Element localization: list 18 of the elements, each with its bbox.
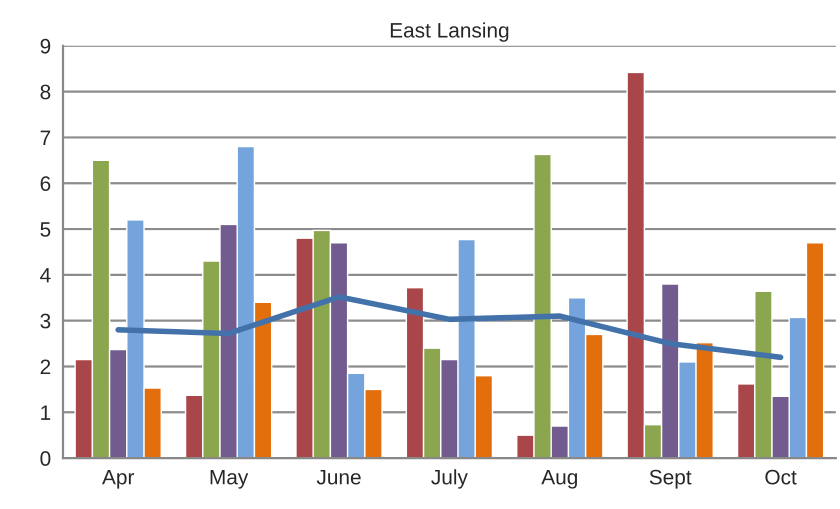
y-tick-label: 3 (40, 314, 50, 328)
x-tick-label: Aug (541, 470, 577, 489)
y-tick-label: 7 (40, 130, 50, 145)
y-tick-label: 2 (40, 359, 50, 374)
y-tick-label: 0 (40, 451, 50, 466)
y-tick-label: 9 (40, 38, 50, 54)
x-tick-label: May (210, 470, 248, 489)
x-tick-label: July (431, 469, 468, 489)
x-tick-label: Apr (102, 470, 134, 489)
x-tick-label: Oct (765, 470, 797, 485)
x-tick-label: Sept (650, 470, 692, 489)
x-tick-label: June (316, 470, 361, 485)
y-tick-label: 8 (40, 84, 50, 100)
chart-title: East Lansing (390, 22, 508, 42)
y-tick-label: 5 (40, 222, 50, 237)
y-tick-label: 6 (40, 176, 50, 191)
y-tick-label: 1 (41, 406, 50, 420)
y-tick-label: 4 (40, 268, 51, 282)
